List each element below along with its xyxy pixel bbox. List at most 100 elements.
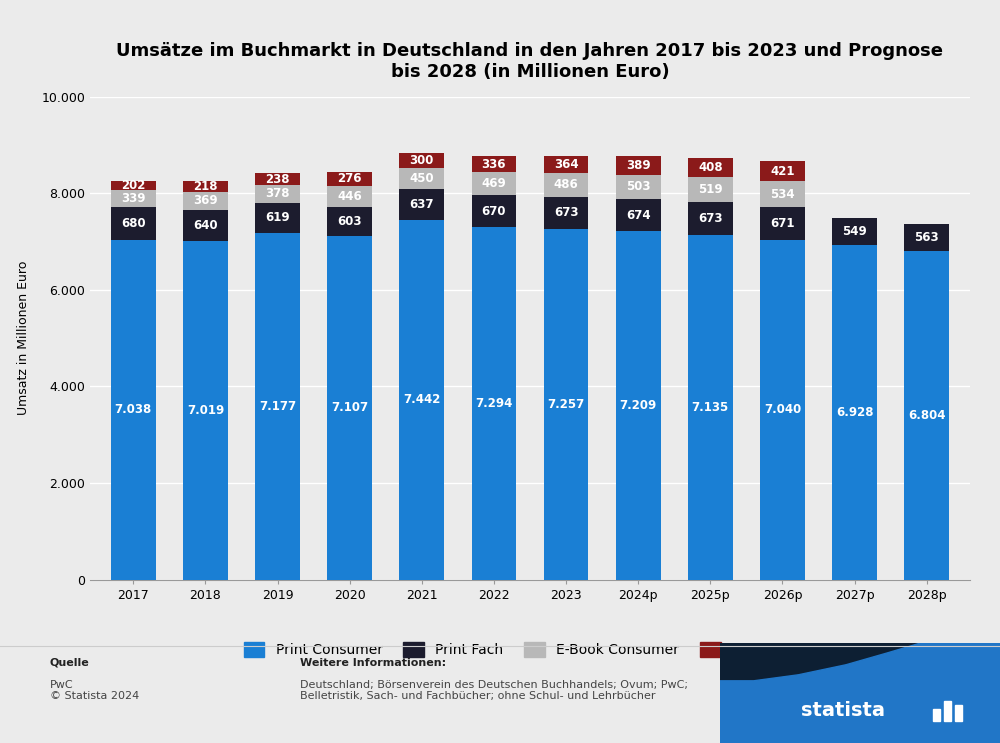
Bar xyxy=(183,181,228,192)
Text: 7.135: 7.135 xyxy=(692,400,729,414)
Text: 238: 238 xyxy=(265,172,290,186)
Bar xyxy=(472,156,516,172)
Text: 640: 640 xyxy=(193,218,218,232)
Text: 6.804: 6.804 xyxy=(908,409,945,422)
Text: 218: 218 xyxy=(193,180,218,193)
Bar xyxy=(111,240,156,580)
Bar xyxy=(904,251,949,580)
Polygon shape xyxy=(720,643,1000,743)
Text: 450: 450 xyxy=(409,172,434,185)
Text: 7.038: 7.038 xyxy=(115,403,152,416)
Text: 336: 336 xyxy=(482,158,506,171)
Bar xyxy=(955,705,962,721)
Text: 673: 673 xyxy=(698,212,723,225)
Bar xyxy=(933,709,940,721)
Text: statista: statista xyxy=(801,701,885,721)
Text: 7.019: 7.019 xyxy=(187,403,224,417)
Text: 276: 276 xyxy=(337,172,362,186)
Text: Deutschland; Börsenverein des Deutschen Buchhandels; Ovum; PwC;
Belletristik, Sa: Deutschland; Börsenverein des Deutschen … xyxy=(300,680,688,701)
Bar xyxy=(616,175,661,199)
Bar xyxy=(472,227,516,580)
Bar xyxy=(255,233,300,580)
Text: 408: 408 xyxy=(698,161,723,174)
Text: 7.177: 7.177 xyxy=(259,400,296,412)
Text: 364: 364 xyxy=(554,158,578,171)
Text: 6.928: 6.928 xyxy=(836,406,873,419)
Text: 378: 378 xyxy=(265,187,290,201)
Y-axis label: Umsatz in Millionen Euro: Umsatz in Millionen Euro xyxy=(17,261,30,415)
Bar xyxy=(832,245,877,580)
Bar xyxy=(544,173,588,197)
Bar xyxy=(544,197,588,229)
Text: 603: 603 xyxy=(337,215,362,228)
Bar xyxy=(255,203,300,233)
Bar xyxy=(616,199,661,231)
Bar xyxy=(832,218,877,245)
Bar xyxy=(111,207,156,240)
Text: 369: 369 xyxy=(193,194,218,207)
Text: Quelle: Quelle xyxy=(50,658,90,667)
Bar xyxy=(616,231,661,580)
Polygon shape xyxy=(720,643,1000,743)
Text: 421: 421 xyxy=(770,165,795,178)
Bar xyxy=(399,168,444,189)
Bar xyxy=(472,172,516,195)
Text: 619: 619 xyxy=(265,212,290,224)
Bar xyxy=(760,239,805,580)
Bar xyxy=(327,186,372,207)
Bar xyxy=(688,178,733,202)
Bar xyxy=(111,190,156,207)
Text: 680: 680 xyxy=(121,217,146,230)
Bar xyxy=(399,220,444,580)
Bar xyxy=(255,185,300,203)
Text: 7.209: 7.209 xyxy=(620,399,657,412)
Legend: Print Consumer, Print Fach, E-Book Consumer, E-Book-Fach: Print Consumer, Print Fach, E-Book Consu… xyxy=(244,642,816,657)
Bar xyxy=(183,241,228,580)
Text: Weitere Informationen:: Weitere Informationen: xyxy=(300,658,446,667)
Bar xyxy=(399,153,444,168)
Bar xyxy=(327,207,372,236)
Text: 7.040: 7.040 xyxy=(764,403,801,416)
Bar xyxy=(327,172,372,186)
Bar xyxy=(544,229,588,580)
Text: 670: 670 xyxy=(482,204,506,218)
Bar xyxy=(760,181,805,207)
Text: 7.294: 7.294 xyxy=(475,397,513,410)
Text: 674: 674 xyxy=(626,209,651,221)
Text: 673: 673 xyxy=(554,207,578,219)
Bar xyxy=(688,202,733,235)
Bar xyxy=(944,701,951,721)
Bar xyxy=(760,161,805,181)
Text: 446: 446 xyxy=(337,190,362,203)
Bar xyxy=(904,224,949,251)
Bar xyxy=(111,181,156,190)
Text: 549: 549 xyxy=(842,225,867,239)
Text: 486: 486 xyxy=(554,178,578,192)
Bar xyxy=(255,173,300,185)
Text: 519: 519 xyxy=(698,184,723,196)
Text: 389: 389 xyxy=(626,159,651,172)
Text: 534: 534 xyxy=(770,188,795,201)
Text: 503: 503 xyxy=(626,181,650,193)
Text: 469: 469 xyxy=(482,177,506,190)
Text: PwC
© Statista 2024: PwC © Statista 2024 xyxy=(50,680,139,701)
Text: 7.107: 7.107 xyxy=(331,401,368,415)
Text: 637: 637 xyxy=(410,198,434,211)
Text: 7.257: 7.257 xyxy=(547,398,585,411)
Bar xyxy=(688,158,733,178)
Text: 7.442: 7.442 xyxy=(403,393,440,406)
Text: 339: 339 xyxy=(121,192,146,205)
Bar xyxy=(616,156,661,175)
Bar xyxy=(183,210,228,241)
Bar xyxy=(472,195,516,227)
Bar xyxy=(399,189,444,220)
Text: 300: 300 xyxy=(410,154,434,167)
Text: 202: 202 xyxy=(121,179,145,192)
Title: Umsätze im Buchmarkt in Deutschland in den Jahren 2017 bis 2023 und Prognose
bis: Umsätze im Buchmarkt in Deutschland in d… xyxy=(116,42,944,81)
Bar xyxy=(760,207,805,239)
Bar xyxy=(544,155,588,173)
Text: 671: 671 xyxy=(770,217,795,230)
Bar xyxy=(688,235,733,580)
Bar xyxy=(327,236,372,580)
Text: 563: 563 xyxy=(914,231,939,244)
